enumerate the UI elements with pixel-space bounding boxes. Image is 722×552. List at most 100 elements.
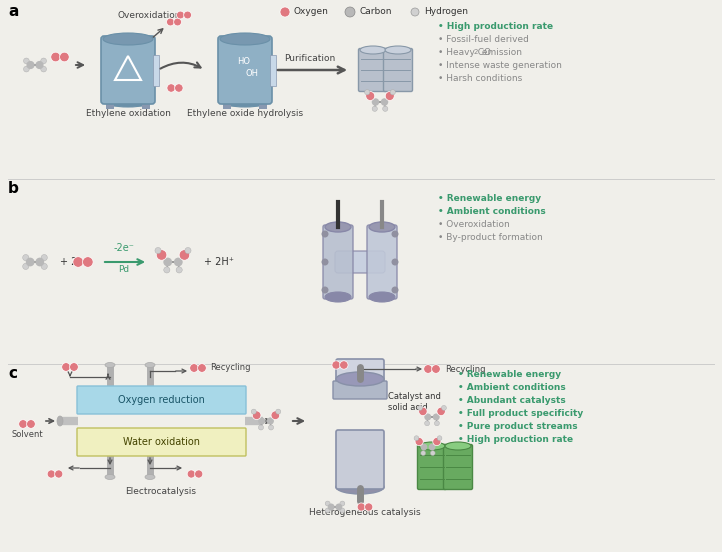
Circle shape: [340, 501, 345, 506]
Circle shape: [258, 425, 264, 430]
Text: + 2: + 2: [60, 257, 77, 267]
Ellipse shape: [220, 95, 270, 107]
Circle shape: [47, 470, 56, 478]
Circle shape: [51, 52, 61, 62]
Ellipse shape: [57, 416, 63, 426]
Text: Recycling: Recycling: [445, 364, 485, 374]
Circle shape: [328, 503, 335, 511]
Text: emission: emission: [479, 48, 522, 57]
FancyBboxPatch shape: [333, 381, 387, 399]
Circle shape: [190, 364, 199, 372]
Circle shape: [372, 98, 379, 106]
Text: • Overoxidation: • Overoxidation: [438, 220, 510, 229]
Circle shape: [276, 409, 281, 414]
Text: Overoxidation: Overoxidation: [118, 11, 181, 20]
Circle shape: [425, 421, 430, 426]
Circle shape: [415, 438, 423, 445]
Text: • Intense waste generation: • Intense waste generation: [438, 61, 562, 70]
Circle shape: [365, 89, 370, 95]
Ellipse shape: [336, 372, 384, 386]
Circle shape: [174, 258, 183, 267]
Text: • Ambient conditions: • Ambient conditions: [458, 383, 566, 392]
Circle shape: [40, 58, 46, 64]
FancyBboxPatch shape: [223, 99, 231, 109]
Circle shape: [321, 258, 329, 266]
FancyBboxPatch shape: [367, 225, 397, 299]
Circle shape: [365, 503, 373, 511]
Circle shape: [60, 52, 69, 62]
Ellipse shape: [145, 475, 155, 480]
Circle shape: [441, 406, 446, 410]
Circle shape: [252, 411, 261, 420]
Text: • Heavy CO: • Heavy CO: [438, 48, 491, 57]
Circle shape: [22, 254, 29, 261]
Circle shape: [411, 8, 419, 16]
Circle shape: [372, 106, 378, 112]
Text: c: c: [8, 366, 17, 381]
FancyBboxPatch shape: [336, 359, 384, 388]
Circle shape: [19, 420, 27, 428]
Text: Recycling: Recycling: [210, 364, 251, 373]
Text: Heterogeneous catalysis: Heterogeneous catalysis: [309, 508, 421, 517]
Circle shape: [175, 84, 183, 92]
Circle shape: [176, 267, 182, 273]
Circle shape: [24, 66, 30, 72]
Ellipse shape: [419, 442, 445, 450]
Circle shape: [195, 470, 203, 478]
Circle shape: [271, 411, 279, 420]
Circle shape: [280, 7, 290, 17]
Text: • Renewable energy: • Renewable energy: [438, 194, 541, 203]
Ellipse shape: [220, 33, 270, 45]
Text: -2e⁻: -2e⁻: [113, 243, 134, 253]
FancyBboxPatch shape: [335, 251, 385, 273]
Circle shape: [41, 263, 48, 269]
Circle shape: [357, 503, 365, 511]
Text: Purification: Purification: [284, 54, 336, 63]
Circle shape: [390, 89, 396, 95]
Circle shape: [179, 250, 190, 260]
Circle shape: [24, 58, 30, 64]
FancyBboxPatch shape: [77, 386, 246, 414]
Circle shape: [386, 92, 394, 100]
Circle shape: [185, 247, 191, 253]
Circle shape: [22, 263, 29, 269]
Circle shape: [430, 451, 435, 455]
FancyBboxPatch shape: [77, 428, 246, 456]
Circle shape: [187, 470, 196, 478]
Circle shape: [251, 409, 256, 414]
Text: Pd: Pd: [118, 265, 129, 274]
Ellipse shape: [445, 442, 471, 450]
Circle shape: [417, 406, 422, 410]
Text: Carbon: Carbon: [359, 8, 391, 17]
Circle shape: [55, 470, 63, 478]
Circle shape: [419, 407, 427, 416]
Circle shape: [73, 257, 84, 267]
Text: Ethylene oxidation: Ethylene oxidation: [86, 109, 170, 118]
Text: Solvent: Solvent: [11, 430, 43, 439]
Circle shape: [335, 503, 342, 511]
FancyBboxPatch shape: [106, 99, 114, 109]
Circle shape: [325, 508, 330, 513]
Circle shape: [391, 231, 399, 237]
Text: Hydrogen: Hydrogen: [424, 8, 468, 17]
Circle shape: [391, 258, 399, 266]
Circle shape: [325, 501, 330, 506]
Circle shape: [198, 364, 206, 372]
FancyBboxPatch shape: [443, 444, 472, 490]
Ellipse shape: [105, 475, 115, 480]
Text: OH: OH: [246, 69, 259, 78]
Circle shape: [35, 258, 44, 267]
FancyBboxPatch shape: [142, 99, 150, 109]
Circle shape: [82, 257, 93, 267]
Text: • High production rate: • High production rate: [438, 22, 553, 31]
Circle shape: [421, 451, 426, 455]
Circle shape: [380, 98, 388, 106]
Text: • Abundant catalysts: • Abundant catalysts: [458, 396, 566, 405]
FancyBboxPatch shape: [101, 36, 155, 104]
Text: + 2H⁺: + 2H⁺: [204, 257, 234, 267]
Text: a: a: [8, 4, 18, 19]
FancyBboxPatch shape: [417, 444, 446, 490]
Circle shape: [183, 11, 191, 19]
Ellipse shape: [105, 363, 115, 368]
Text: • Fossil-fuel derived: • Fossil-fuel derived: [438, 35, 529, 44]
